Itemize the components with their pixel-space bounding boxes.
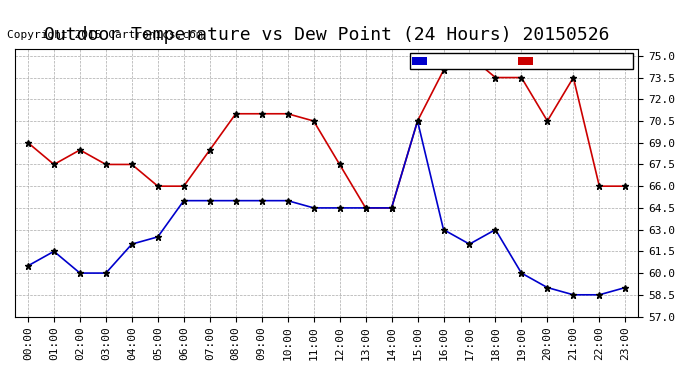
Legend: Dew Point (°F), Temperature (°F): Dew Point (°F), Temperature (°F): [410, 54, 633, 69]
Text: Copyright 2015 Cartronics.com: Copyright 2015 Cartronics.com: [7, 30, 203, 39]
Title: Outdoor Temperature vs Dew Point (24 Hours) 20150526: Outdoor Temperature vs Dew Point (24 Hou…: [44, 26, 609, 44]
